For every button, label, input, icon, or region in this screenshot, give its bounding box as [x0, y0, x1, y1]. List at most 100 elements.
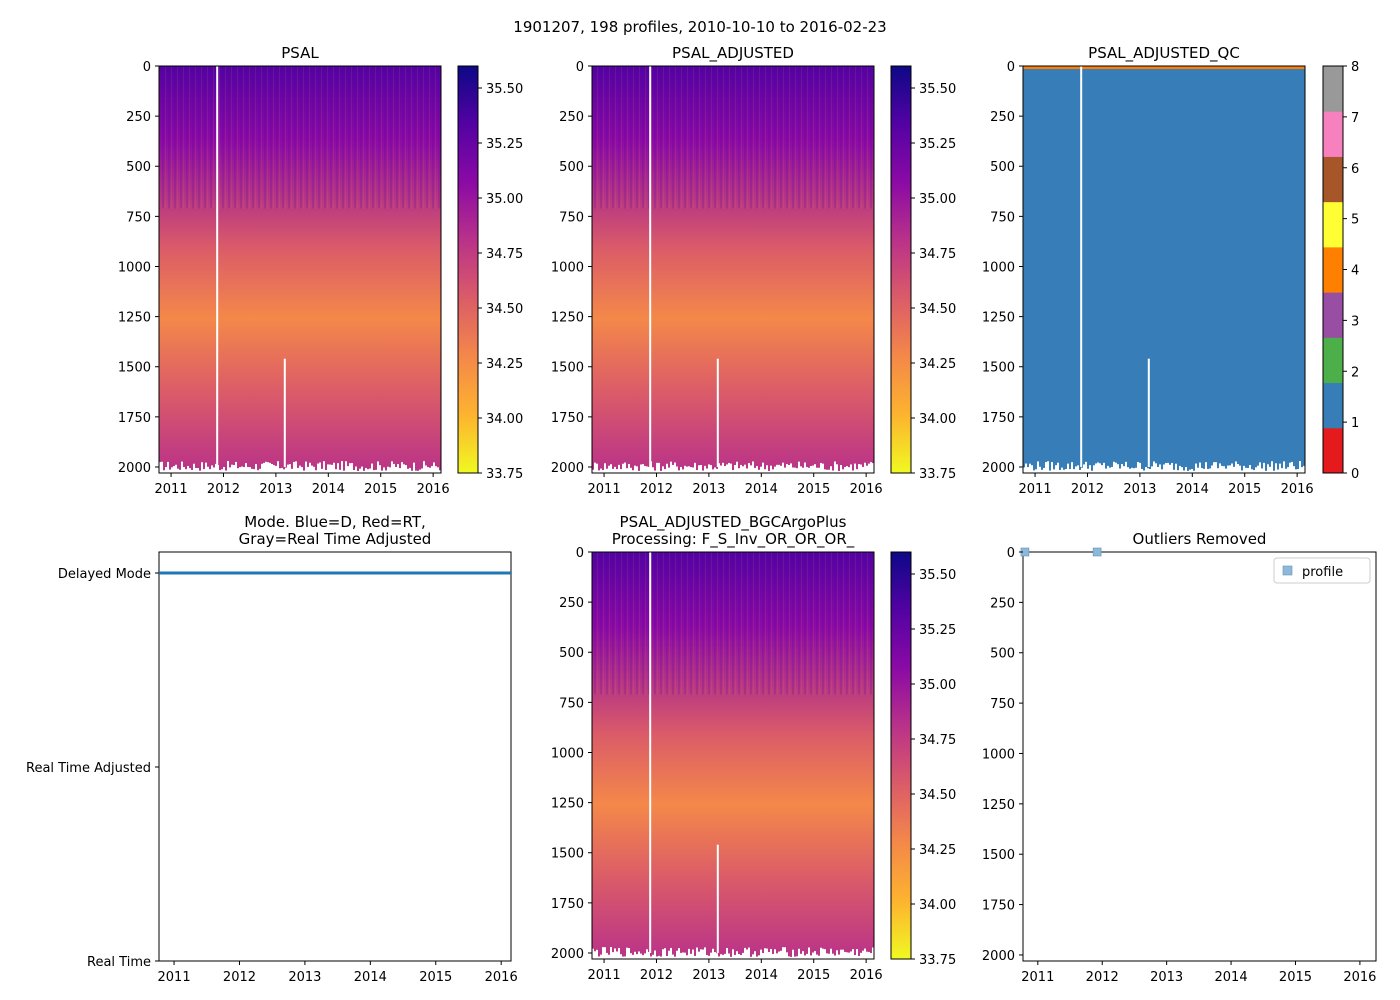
- missing-data-edge: [1039, 466, 1041, 473]
- x-tick-label: 2015: [1228, 482, 1261, 497]
- missing-data-edge: [375, 469, 377, 473]
- missing-data-edge: [860, 952, 862, 959]
- missing-data-edge: [335, 469, 337, 473]
- data-gap: [649, 66, 652, 467]
- missing-data-edge: [854, 463, 856, 473]
- missing-data-edge: [602, 947, 604, 959]
- colorbar-tick-label: 6: [1351, 162, 1359, 177]
- missing-data-edge: [682, 952, 684, 959]
- missing-data-edge: [209, 469, 211, 473]
- missing-data-edge: [748, 947, 750, 959]
- missing-data-edge: [772, 953, 774, 959]
- missing-data-edge: [624, 956, 626, 959]
- colorbar-tick-label: 35.50: [919, 568, 956, 583]
- missing-data-edge: [614, 466, 616, 473]
- missing-data-edge: [1159, 464, 1161, 473]
- x-tick-label: 2014: [354, 970, 387, 985]
- data-gap: [1147, 358, 1150, 467]
- missing-data-edge: [734, 954, 736, 959]
- missing-data-edge: [1141, 468, 1143, 473]
- missing-data-edge: [1025, 463, 1027, 473]
- missing-data-edge: [780, 465, 782, 473]
- y-tick-label: 0: [576, 546, 584, 561]
- missing-data-edge: [842, 469, 844, 473]
- missing-data-edge: [397, 464, 399, 473]
- colorbar-tick-label: 35.25: [919, 137, 956, 152]
- missing-data-edge: [1215, 462, 1217, 473]
- missing-data-edge: [1175, 463, 1177, 473]
- missing-data-edge: [722, 954, 724, 959]
- y-tick-label: 750: [990, 210, 1015, 225]
- x-tick-label: 2013: [692, 482, 725, 497]
- missing-data-edge: [1049, 470, 1051, 473]
- missing-data-edge: [768, 470, 770, 473]
- missing-data-edge: [1299, 461, 1301, 473]
- missing-data-edge: [1179, 465, 1181, 473]
- missing-data-edge: [169, 469, 171, 473]
- missing-data-edge: [1069, 469, 1071, 473]
- missing-data-edge: [698, 951, 700, 959]
- missing-data-edge: [295, 461, 297, 473]
- salinity-texture: [592, 66, 874, 209]
- missing-data-edge: [213, 467, 215, 473]
- missing-data-edge: [437, 467, 439, 473]
- missing-data-edge: [1279, 463, 1281, 473]
- missing-data-edge: [628, 463, 630, 473]
- missing-data-edge: [1303, 465, 1305, 473]
- colorbar-tick-label: 33.75: [919, 467, 956, 482]
- missing-data-edge: [748, 463, 750, 473]
- missing-data-edge: [1065, 469, 1067, 473]
- y-tick-label: Delayed Mode: [58, 567, 151, 582]
- colorbar-tick-label: 34.25: [486, 357, 523, 372]
- colorbar-gradient: [891, 552, 911, 959]
- missing-data-edge: [730, 956, 732, 959]
- missing-data-edge: [421, 468, 423, 473]
- missing-data-edge: [1131, 467, 1133, 473]
- missing-data-edge: [602, 469, 604, 473]
- y-tick-label: Real Time: [87, 955, 151, 970]
- missing-data-edge: [678, 470, 680, 473]
- missing-data-edge: [670, 461, 672, 473]
- missing-data-edge: [776, 464, 778, 473]
- missing-data-edge: [818, 955, 820, 959]
- missing-data-edge: [766, 948, 768, 959]
- missing-data-edge: [1275, 463, 1277, 473]
- missing-data-edge: [852, 949, 854, 959]
- missing-data-edge: [694, 462, 696, 473]
- missing-data-edge: [774, 949, 776, 959]
- missing-data-edge: [652, 467, 654, 473]
- missing-data-edge: [1147, 468, 1149, 473]
- y-tick-label: 1000: [118, 260, 151, 275]
- missing-data-edge: [850, 464, 852, 473]
- missing-data-edge: [674, 956, 676, 959]
- colorbar-segment: [1323, 382, 1343, 429]
- missing-data-edge: [732, 949, 734, 959]
- x-tick-label: 2016: [850, 482, 883, 497]
- colorbar-tick-label: 34.75: [919, 733, 956, 748]
- missing-data-edge: [696, 947, 698, 959]
- figure-title: 1901207, 198 profiles, 2010-10-10 to 201…: [513, 18, 886, 36]
- missing-data-edge: [367, 469, 369, 473]
- missing-data-edge: [840, 465, 842, 473]
- missing-data-edge: [858, 464, 860, 473]
- missing-data-edge: [339, 469, 341, 473]
- missing-data-edge: [229, 467, 231, 473]
- missing-data-edge: [413, 462, 415, 473]
- missing-data-edge: [211, 465, 213, 473]
- colorbar-segment: [1323, 292, 1343, 338]
- missing-data-edge: [774, 466, 776, 473]
- missing-data-edge: [674, 462, 676, 473]
- missing-data-edge: [245, 463, 247, 473]
- x-tick-label: 2014: [1215, 970, 1248, 985]
- y-tick-label: 1000: [551, 746, 584, 761]
- missing-data-edge: [794, 467, 796, 473]
- y-tick-label: 750: [990, 697, 1015, 712]
- missing-data-edge: [700, 949, 702, 959]
- y-tick-label: 1500: [551, 847, 584, 862]
- missing-data-edge: [820, 947, 822, 959]
- missing-data-edge: [1193, 470, 1195, 473]
- x-tick-label: 2014: [745, 968, 778, 983]
- missing-data-edge: [415, 470, 417, 473]
- missing-data-edge: [1165, 462, 1167, 473]
- missing-data-edge: [267, 462, 269, 473]
